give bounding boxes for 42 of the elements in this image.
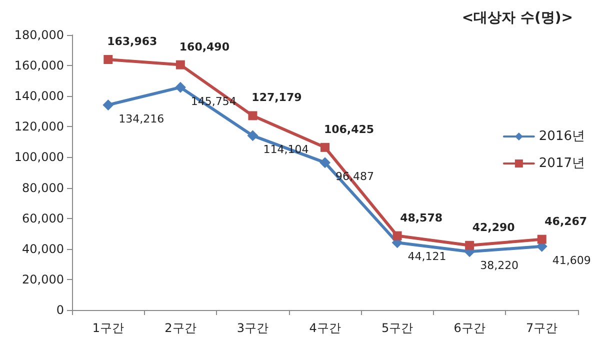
y-tick-label: 0 — [56, 303, 64, 317]
y-tick-label: 40,000 — [22, 242, 64, 256]
data-label: 38,220 — [480, 259, 519, 272]
data-label: 160,490 — [179, 40, 230, 54]
x-tick-label: 4구간 — [309, 321, 341, 335]
point — [320, 157, 330, 168]
y-tick-label: 80,000 — [22, 180, 64, 195]
x-tick-label: 3구간 — [236, 321, 269, 335]
x-tick-label: 6구간 — [454, 321, 486, 335]
data-label: 44,121 — [408, 250, 446, 264]
point — [537, 234, 546, 244]
y-tick-label: 120,000 — [14, 120, 64, 134]
point — [248, 111, 258, 120]
y-tick-label: 20,000 — [22, 272, 64, 286]
data-label: 41,609 — [552, 254, 591, 267]
data-label: 127,179 — [252, 91, 302, 104]
x-tick-label: 2구간 — [164, 321, 196, 335]
legend-label: 2017년 — [538, 156, 586, 171]
point — [247, 130, 258, 142]
data-label: 134,216 — [118, 112, 164, 126]
x-tick-label: 5구간 — [381, 321, 414, 335]
point — [392, 231, 402, 240]
point — [465, 240, 474, 250]
data-label: 42,290 — [472, 220, 516, 234]
legend-label: 2016년 — [538, 129, 586, 144]
y-tick-label: 60,000 — [22, 211, 64, 226]
data-label: 46,267 — [544, 214, 588, 228]
data-label: 48,578 — [400, 211, 443, 224]
y-tick-label: 140,000 — [14, 89, 64, 104]
x-tick-label: 7구간 — [526, 321, 558, 335]
point — [176, 60, 185, 70]
point — [320, 142, 330, 152]
y-tick-label: 180,000 — [14, 28, 64, 42]
data-label: 106,425 — [324, 122, 374, 136]
data-label: 163,963 — [107, 35, 158, 48]
x-tick-label: 1구간 — [92, 321, 124, 335]
chart-title: <대상자 수(명)> — [462, 10, 574, 26]
y-tick-label: 100,000 — [14, 150, 64, 164]
point — [174, 82, 186, 93]
y-tick-label: 160,000 — [14, 58, 64, 73]
point — [102, 99, 114, 110]
point — [104, 55, 113, 64]
